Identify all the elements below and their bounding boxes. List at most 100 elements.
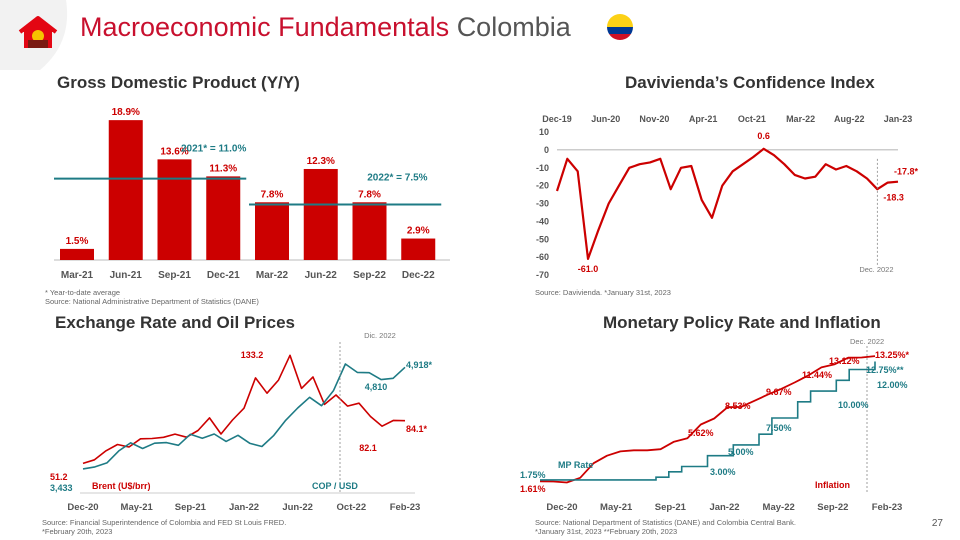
gdp-reference-label: 2022* = 7.5% — [367, 173, 427, 184]
gdp-x-tick: Dec-21 — [207, 270, 240, 281]
mp-rate-legend: MP Rate — [558, 460, 593, 470]
mp-1275-label: 12.75%** — [866, 365, 904, 375]
mp-75-label: 7.50% — [766, 423, 792, 433]
colombia-flag-icon — [607, 14, 633, 40]
gdp-bar — [401, 238, 436, 260]
inflation-1144-label: 11.44% — [802, 370, 832, 380]
confidence-y-tick: -30 — [536, 199, 549, 209]
inflation-line — [539, 355, 876, 484]
confidence-note-1: Source: Davivienda. *January 31st, 2023 — [535, 288, 671, 297]
brent-dec-label: 82.1 — [359, 443, 377, 453]
brent-line — [82, 354, 406, 465]
inflation-legend: Inflation — [815, 480, 850, 490]
cop-start-label: 3,433 — [50, 483, 73, 493]
rates-title: Monetary Policy Rate and Inflation — [603, 313, 881, 332]
rates-x-tick: Sep-22 — [817, 502, 848, 513]
rates-x-tick: May-21 — [600, 502, 633, 513]
confidence-x-tick: Dec-19 — [542, 114, 572, 124]
gdp-bar — [206, 176, 241, 260]
confidence-x-tick: Jan-23 — [884, 114, 913, 124]
gdp-note-1: * Year-to-date average — [45, 288, 121, 297]
gdp-bar — [108, 120, 143, 260]
fx-x-tick: Feb-23 — [390, 502, 421, 513]
confidence-line — [555, 147, 899, 260]
rates-notes: Source: National Department of Statistic… — [535, 518, 796, 536]
confidence-title: Davivienda’s Confidence Index — [625, 73, 875, 92]
confidence-x-tick: Mar-22 — [786, 114, 815, 124]
gdp-notes: * Year-to-date average Source: National … — [45, 288, 259, 306]
dec-2022-label: Dec. 2022 — [850, 337, 884, 346]
confidence-y-tick: 10 — [539, 127, 549, 137]
confidence-chart: 10 0 -10 -20 -30 -40 -50 -60 -70 Dec-19 Jun-20 Nov-… — [536, 114, 919, 280]
confidence-y-tick: 0 — [544, 145, 549, 155]
confidence-x-tick: Jun-20 — [591, 114, 620, 124]
page-title: Macroeconomic Fundamentals Colombia — [80, 12, 571, 43]
dec-2022-label: Dec. 2022 — [859, 265, 893, 274]
confidence-y-tick: -40 — [536, 216, 549, 226]
page-number: 27 — [931, 518, 943, 529]
fx-x-tick: Oct-22 — [337, 502, 367, 513]
gdp-x-tick: Mar-21 — [61, 270, 94, 281]
house-logo-icon — [18, 16, 58, 48]
confidence-last-label: -17.8* — [894, 167, 919, 177]
title-main: Macroeconomic Fundamentals — [80, 12, 450, 42]
mp-12-label: 12.00% — [877, 380, 908, 390]
gdp-bar-label: 11.3% — [209, 163, 237, 174]
fx-x-tick: May-21 — [121, 502, 154, 513]
mp-start-label: 1.75% — [520, 470, 546, 480]
fx-x-tick: Sep-21 — [175, 502, 207, 513]
gdp-bar — [303, 168, 338, 260]
confidence-y-tick: -50 — [536, 234, 549, 244]
gdp-x-tick: Dec-22 — [402, 270, 435, 281]
fx-chart: Dec-20 May-21 Sep-21 Jan-22 Jun-22 Oct-22 Feb-… — [50, 331, 433, 513]
inflation-853-label: 8.53% — [725, 401, 751, 411]
gdp-x-tick: Mar-22 — [256, 270, 289, 281]
confidence-y-tick: -70 — [536, 270, 549, 280]
rates-x-tick: Sep-21 — [655, 502, 687, 513]
brent-start-label: 51.2 — [50, 472, 68, 482]
rates-note-2: *January 31st, 2023 **February 20th, 202… — [535, 527, 678, 536]
confidence-dec-label: -18.3 — [883, 193, 904, 203]
rates-x-tick: Feb-23 — [872, 502, 903, 513]
confidence-y-tick: -60 — [536, 252, 549, 262]
cop-legend: COP / USD — [312, 481, 358, 491]
confidence-x-tick: Aug-22 — [834, 114, 865, 124]
gdp-x-tick: Sep-22 — [353, 270, 386, 281]
gdp-bar — [255, 202, 289, 260]
rates-x-tick: May-22 — [763, 502, 795, 513]
fx-notes: Source: Financial Superintendence of Col… — [42, 518, 286, 536]
brent-peak-label: 133.2 — [241, 350, 264, 360]
confidence-y-tick: -10 — [536, 163, 549, 173]
gdp-bar-label: 18.9% — [112, 107, 140, 118]
gdp-bar — [352, 202, 387, 260]
brent-legend: Brent (U$/brr) — [92, 481, 151, 491]
gdp-bar-label: 7.8% — [261, 189, 284, 200]
fx-title: Exchange Rate and Oil Prices — [55, 313, 295, 332]
cop-last-label: 4,918* — [406, 360, 433, 370]
fx-note-2: *February 20th, 2023 — [42, 527, 113, 536]
gdp-bar-label: 1.5% — [66, 236, 89, 247]
gdp-chart: 1.5% Mar-21 18.9% Jun-21 13.6% Sep-21 11.3% Dec… — [54, 107, 450, 281]
gdp-bar-label: 2.9% — [407, 226, 430, 237]
confidence-y-tick: -20 — [536, 181, 549, 191]
fx-x-tick: Jan-22 — [229, 502, 259, 513]
gdp-title: Gross Domestic Product (Y/Y) — [57, 73, 300, 92]
rates-x-tick: Jan-22 — [709, 502, 739, 513]
mp-5-label: 5.00% — [728, 447, 754, 457]
mp-10-label: 10.00% — [838, 400, 869, 410]
confidence-peak-label: 0.6 — [757, 131, 770, 141]
title-country: Colombia — [456, 12, 571, 42]
rates-note-1: Source: National Department of Statistic… — [535, 518, 796, 527]
fx-x-tick: Jun-22 — [282, 502, 313, 513]
brent-last-label: 84.1* — [406, 424, 428, 434]
dic-2022-label: Dic. 2022 — [364, 331, 396, 340]
mp-rate-line — [540, 361, 876, 481]
confidence-x-tick: Oct-21 — [738, 114, 766, 124]
gdp-x-tick: Jun-21 — [110, 270, 143, 281]
gdp-bar — [157, 159, 192, 260]
gdp-bar-label: 13.6% — [160, 146, 188, 157]
inflation-562-label: 5.62% — [688, 428, 714, 438]
confidence-x-tick: Nov-20 — [639, 114, 669, 124]
gdp-x-tick: Sep-21 — [158, 270, 191, 281]
confidence-x-tick: Apr-21 — [689, 114, 718, 124]
